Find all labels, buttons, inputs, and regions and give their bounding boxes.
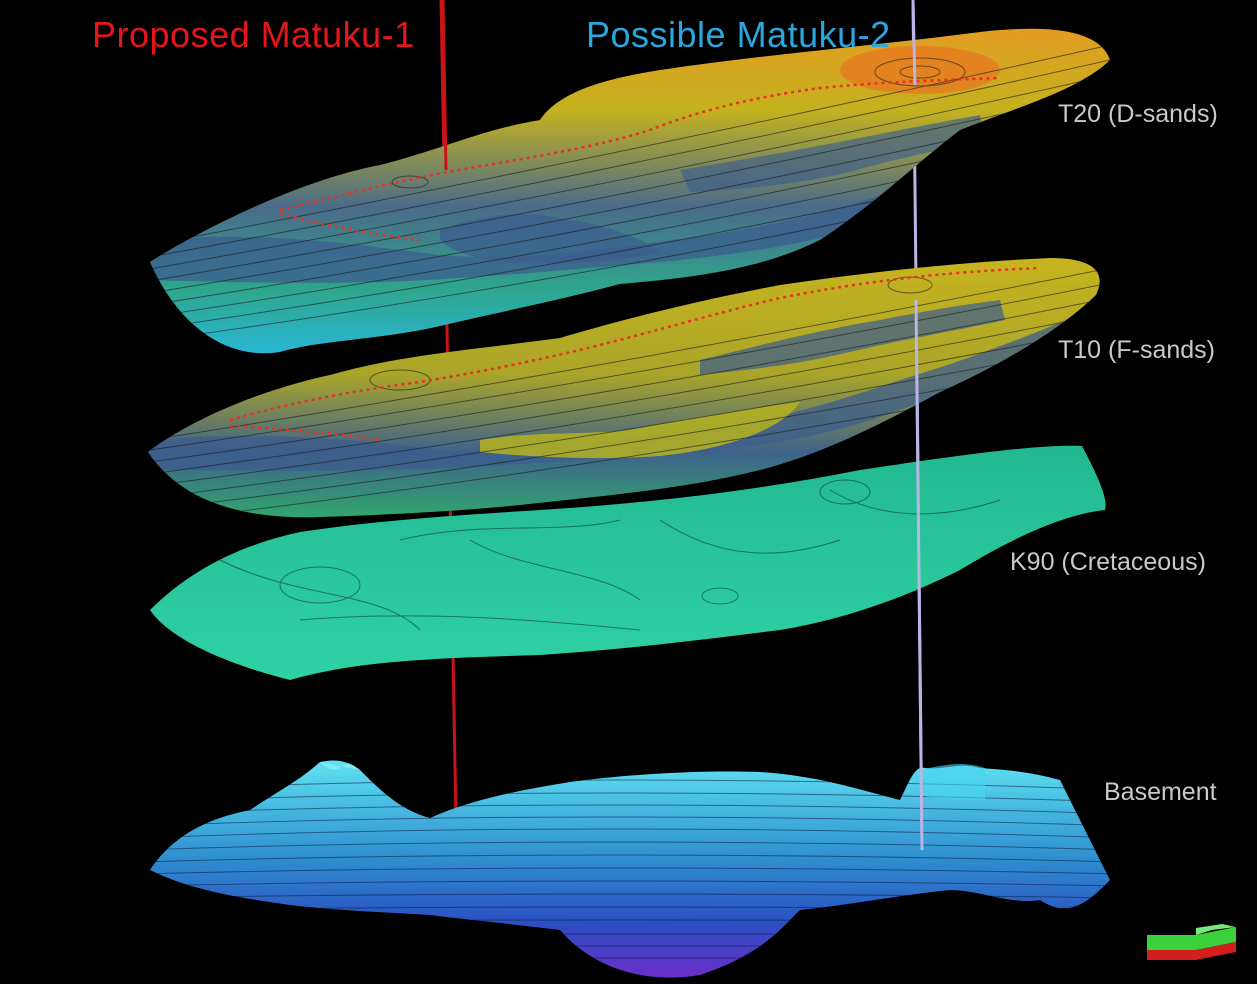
orientation-cube-icon xyxy=(1147,924,1236,960)
horizon-label-t20: T20 (D-sands) xyxy=(1058,100,1218,128)
basement-surface xyxy=(150,760,1110,978)
well-2-trajectory-front xyxy=(911,0,917,86)
horizon-label-t10: T10 (F-sands) xyxy=(1058,336,1215,364)
well-1-trajectory-front xyxy=(441,0,448,171)
well-label-matuku-2: Possible Matuku-2 xyxy=(586,14,891,55)
t10-surface xyxy=(148,258,1100,518)
horizon-label-k90: K90 (Cretaceous) xyxy=(1010,548,1206,576)
well-2-trajectory-lower xyxy=(914,299,924,851)
k90-surface xyxy=(150,445,1106,680)
well-label-matuku-1: Proposed Matuku-1 xyxy=(92,14,415,55)
horizon-label-basement: Basement xyxy=(1104,778,1217,806)
